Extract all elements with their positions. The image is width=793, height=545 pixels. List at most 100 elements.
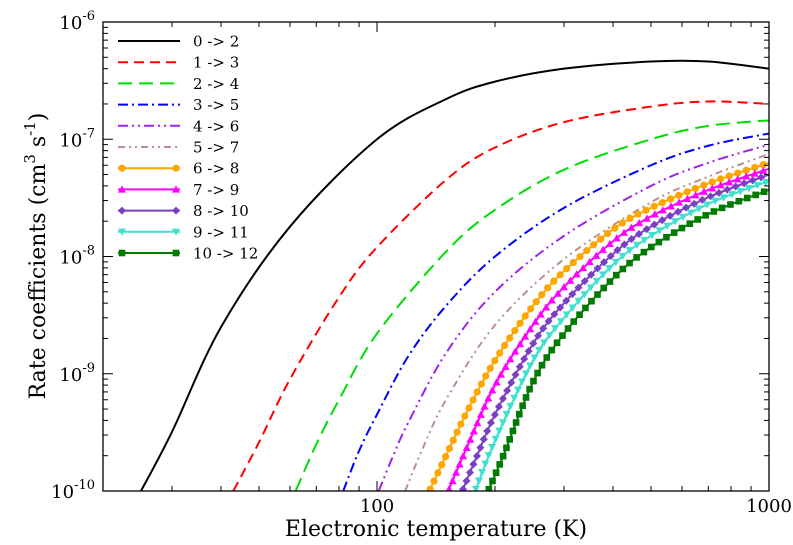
series-line [377, 143, 769, 491]
series-line [342, 132, 769, 491]
series-marker [675, 191, 683, 199]
series-marker [507, 378, 516, 387]
series-marker [663, 222, 672, 230]
series-marker [663, 233, 670, 241]
series-marker [710, 208, 718, 215]
series-marker [477, 380, 485, 388]
x-tick-label: 100 [360, 496, 394, 517]
series-marker [618, 252, 627, 261]
series-marker [736, 188, 745, 196]
series-marker [592, 277, 601, 286]
legend-item: 7 -> 9 [118, 181, 239, 199]
legend-label: 0 -> 2 [193, 33, 239, 51]
legend-marker [172, 164, 180, 172]
series-marker [484, 394, 493, 402]
legend-marker [172, 228, 180, 236]
legend-label: 1 -> 3 [193, 54, 239, 72]
series-9 [471, 179, 769, 491]
series-marker [438, 461, 446, 469]
series-marker [627, 223, 636, 231]
series-marker [480, 402, 489, 410]
series-marker [727, 191, 736, 199]
series-marker [521, 312, 529, 320]
series-marker [596, 235, 605, 243]
series-marker [545, 332, 554, 340]
series-marker [539, 324, 548, 333]
series-marker [671, 218, 680, 226]
series-marker [605, 265, 614, 273]
series-marker [599, 271, 608, 279]
series-marker [625, 247, 634, 255]
series-marker [750, 169, 759, 177]
series-marker [540, 339, 549, 347]
legend-label: 5 -> 7 [193, 139, 239, 157]
legend-item: 3 -> 5 [118, 96, 239, 114]
series-marker [441, 453, 450, 461]
axis-ticks [102, 21, 770, 492]
series-marker [544, 317, 553, 326]
series-marker [599, 245, 608, 253]
series-marker [627, 235, 636, 244]
series-marker [489, 477, 496, 485]
series-5 [404, 152, 769, 491]
series-marker [499, 419, 508, 427]
series-marker [536, 310, 545, 318]
series-marker [640, 236, 649, 245]
series-marker [564, 325, 572, 332]
series-marker [694, 216, 702, 223]
x-tick-label: 1000 [746, 496, 792, 517]
x-axis-label: Electronic temperature (K) [285, 517, 587, 542]
series-marker [658, 206, 667, 214]
series-marker [491, 435, 500, 443]
legend-marker [172, 249, 180, 257]
series-marker [553, 289, 562, 297]
series-line [232, 100, 769, 491]
series-marker [543, 354, 551, 361]
series-marker [670, 229, 678, 236]
series-marker [588, 297, 595, 305]
series-marker [752, 191, 759, 199]
series-marker [495, 427, 504, 435]
series-marker [509, 427, 517, 435]
y-axis-label: Rate coefficients (cm3 s-1) [21, 113, 51, 400]
series-marker [675, 198, 684, 206]
legend-label: 6 -> 8 [193, 160, 239, 178]
series-marker [725, 178, 734, 186]
series-4 [377, 143, 769, 491]
series-marker [492, 378, 501, 386]
series-marker [605, 239, 614, 248]
series-marker [600, 284, 607, 292]
series-marker [547, 296, 556, 304]
series-marker [486, 418, 495, 427]
series-marker [535, 346, 544, 355]
series-marker [587, 270, 596, 279]
series-marker [556, 303, 565, 312]
series-marker [516, 319, 524, 327]
y-tick-label: 10-6 [59, 9, 95, 34]
series-marker [520, 354, 529, 363]
series-marker [626, 259, 633, 267]
series-marker [515, 362, 524, 371]
series-marker [538, 291, 546, 299]
series-marker [611, 258, 620, 267]
series-marker [576, 311, 583, 319]
series-marker [574, 283, 583, 292]
series-marker [471, 485, 480, 491]
legend-item: 4 -> 6 [118, 117, 239, 135]
legend-label: 4 -> 6 [193, 117, 239, 135]
series-marker [562, 296, 571, 305]
legend-item: 1 -> 3 [118, 54, 239, 72]
series-marker [482, 372, 490, 380]
series-marker [606, 278, 614, 285]
series-line [474, 180, 769, 491]
series-line [294, 119, 769, 491]
series-marker [462, 476, 471, 485]
series-marker [703, 201, 712, 209]
series-marker [452, 468, 461, 476]
series-marker [522, 394, 530, 401]
series-marker [459, 485, 468, 491]
series-marker [658, 216, 667, 225]
series-marker [453, 428, 461, 436]
series-marker [491, 357, 499, 365]
series-marker [529, 339, 538, 348]
